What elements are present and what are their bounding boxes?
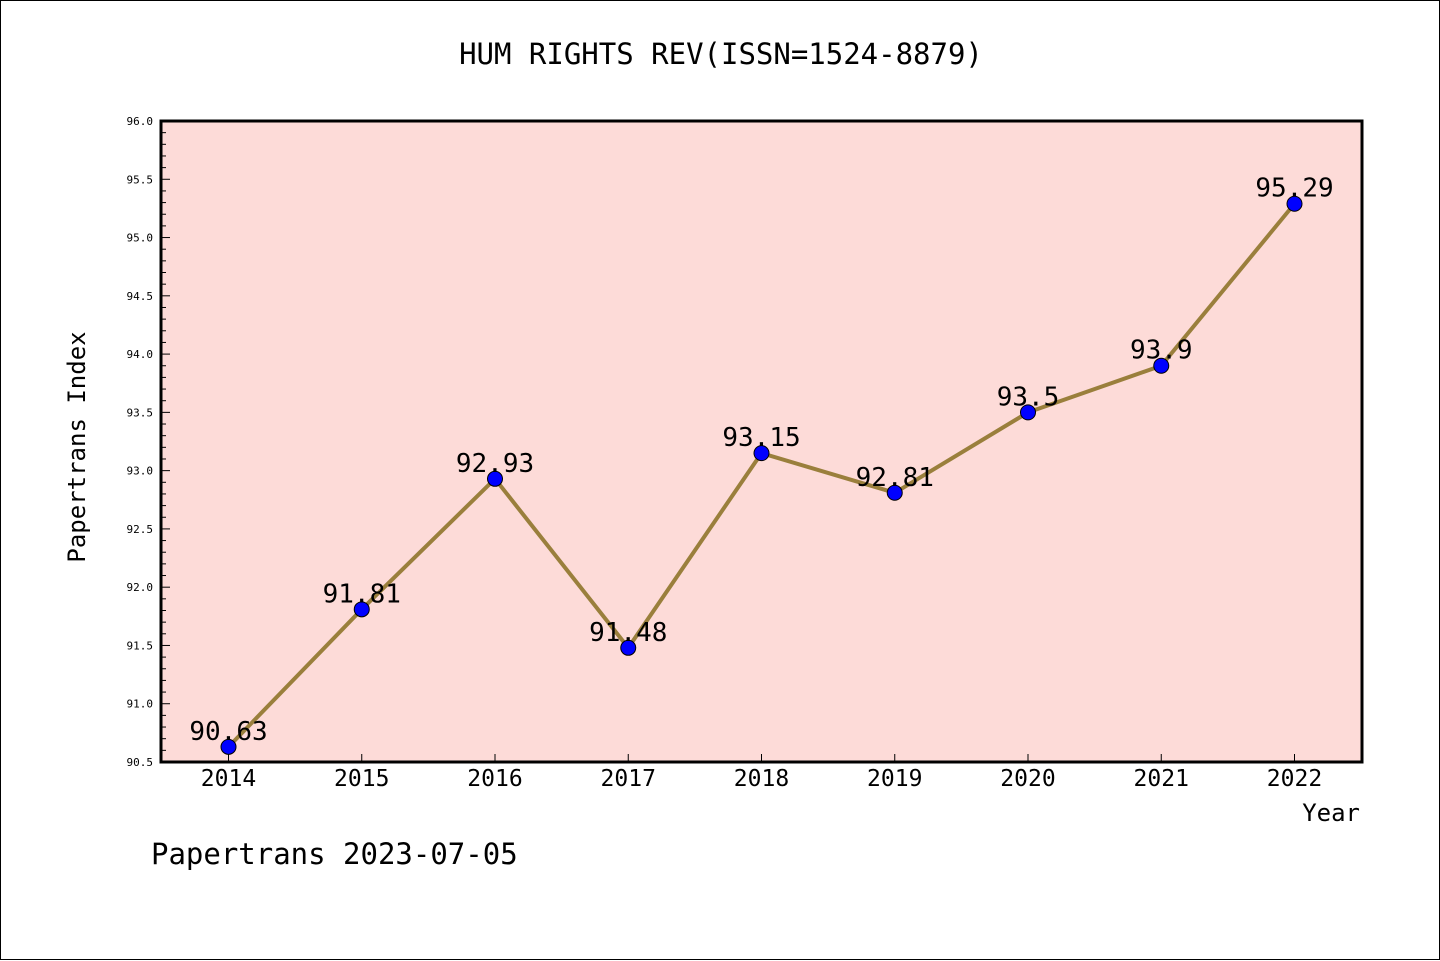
- x-tick-label: 2016: [467, 766, 522, 792]
- data-point: [1286, 195, 1303, 212]
- data-label: 92.93: [456, 449, 534, 479]
- data-label: 91.48: [589, 618, 667, 648]
- chart-title: HUM RIGHTS REV(ISSN=1524-8879): [459, 37, 983, 71]
- y-tick-label: 96.0: [127, 115, 154, 128]
- x-tick-label: 2019: [867, 766, 922, 792]
- data-point: [1153, 357, 1170, 374]
- data-point: [487, 470, 503, 487]
- x-tick-label: 2014: [201, 766, 256, 792]
- x-tick-label: 2015: [334, 766, 389, 792]
- y-tick-label: 91.5: [127, 639, 154, 652]
- data-point: [620, 639, 637, 656]
- data-point: [353, 601, 370, 618]
- y-tick-label: 93.5: [127, 406, 154, 419]
- data-point: [220, 738, 237, 755]
- y-tick-label: 93.0: [127, 465, 154, 478]
- data-label: 92.81: [856, 463, 934, 493]
- data-label: 93.15: [722, 423, 800, 453]
- x-axis-label: Year: [1302, 799, 1360, 827]
- y-tick-label: 91.0: [127, 698, 154, 711]
- x-tick-label: 2022: [1267, 766, 1322, 792]
- data-label: 93.5: [997, 382, 1060, 412]
- data-label: 95.29: [1255, 174, 1333, 204]
- data-label: 93.9: [1130, 336, 1193, 366]
- x-tick-label: 2020: [1000, 766, 1055, 792]
- x-tick-label: 2018: [734, 766, 789, 792]
- data-label: 91.81: [323, 579, 401, 609]
- x-tick-label: 2017: [601, 766, 656, 792]
- data-point: [1020, 404, 1036, 421]
- y-tick-label: 94.0: [127, 348, 154, 361]
- y-tick-label: 92.0: [127, 581, 154, 594]
- y-tick-label: 90.5: [127, 756, 154, 769]
- plot-area: [161, 121, 1362, 762]
- data-point: [753, 445, 770, 462]
- y-tick-label: 95.5: [127, 173, 154, 186]
- y-tick-label: 92.5: [127, 523, 154, 536]
- y-axis-label: Papertrans Index: [63, 331, 91, 562]
- footer-credit: Papertrans 2023-07-05: [151, 837, 518, 871]
- data-point: [886, 484, 903, 501]
- x-tick-label: 2021: [1134, 766, 1189, 792]
- data-label: 90.63: [189, 717, 267, 747]
- y-tick-label: 95.0: [127, 232, 154, 245]
- y-tick-label: 94.5: [127, 290, 154, 303]
